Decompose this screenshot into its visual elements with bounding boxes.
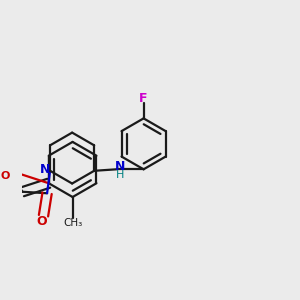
Text: H: H	[116, 170, 125, 180]
Text: CH₃: CH₃	[63, 218, 82, 228]
Text: F: F	[139, 92, 148, 104]
Text: N: N	[115, 160, 126, 173]
Text: O: O	[0, 171, 10, 181]
Text: N: N	[40, 163, 50, 176]
Text: O: O	[37, 215, 47, 228]
